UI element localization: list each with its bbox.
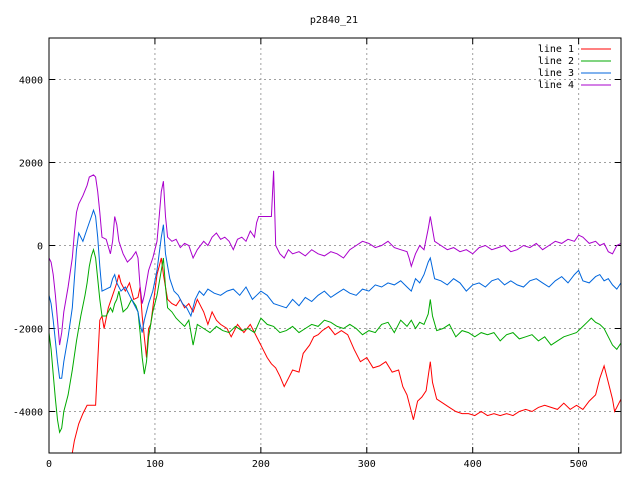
legend-label-4: line 4 — [538, 80, 574, 91]
x-tick-label: 0 — [46, 459, 52, 470]
y-tick-label: 2000 — [19, 159, 43, 170]
x-tick-label: 500 — [570, 459, 588, 470]
x-tick-label: 400 — [464, 459, 482, 470]
series-lines — [48, 170, 622, 454]
y-tick-label: -2000 — [13, 325, 43, 336]
legend-label-1: line 1 — [538, 44, 574, 55]
y-tick-label: 0 — [37, 242, 43, 253]
axis-ticks: 0 100 200 300 400 500 -4000 -2000 0 2000 4000 — [13, 38, 621, 470]
y-tick-label: -4000 — [13, 408, 43, 419]
x-tick-label: 100 — [146, 459, 164, 470]
series-line-4 — [48, 170, 622, 346]
chart-title: p2840_21 — [310, 15, 358, 26]
series-line-3 — [48, 208, 622, 379]
legend-label-2: line 2 — [538, 56, 574, 67]
x-tick-label: 300 — [358, 459, 376, 470]
legend-label-3: line 3 — [538, 68, 574, 79]
y-tick-label: 4000 — [19, 76, 43, 87]
x-tick-label: 200 — [252, 459, 270, 470]
series-line-2 — [48, 247, 622, 434]
grid — [49, 38, 621, 453]
plot-frame — [48, 37, 622, 454]
